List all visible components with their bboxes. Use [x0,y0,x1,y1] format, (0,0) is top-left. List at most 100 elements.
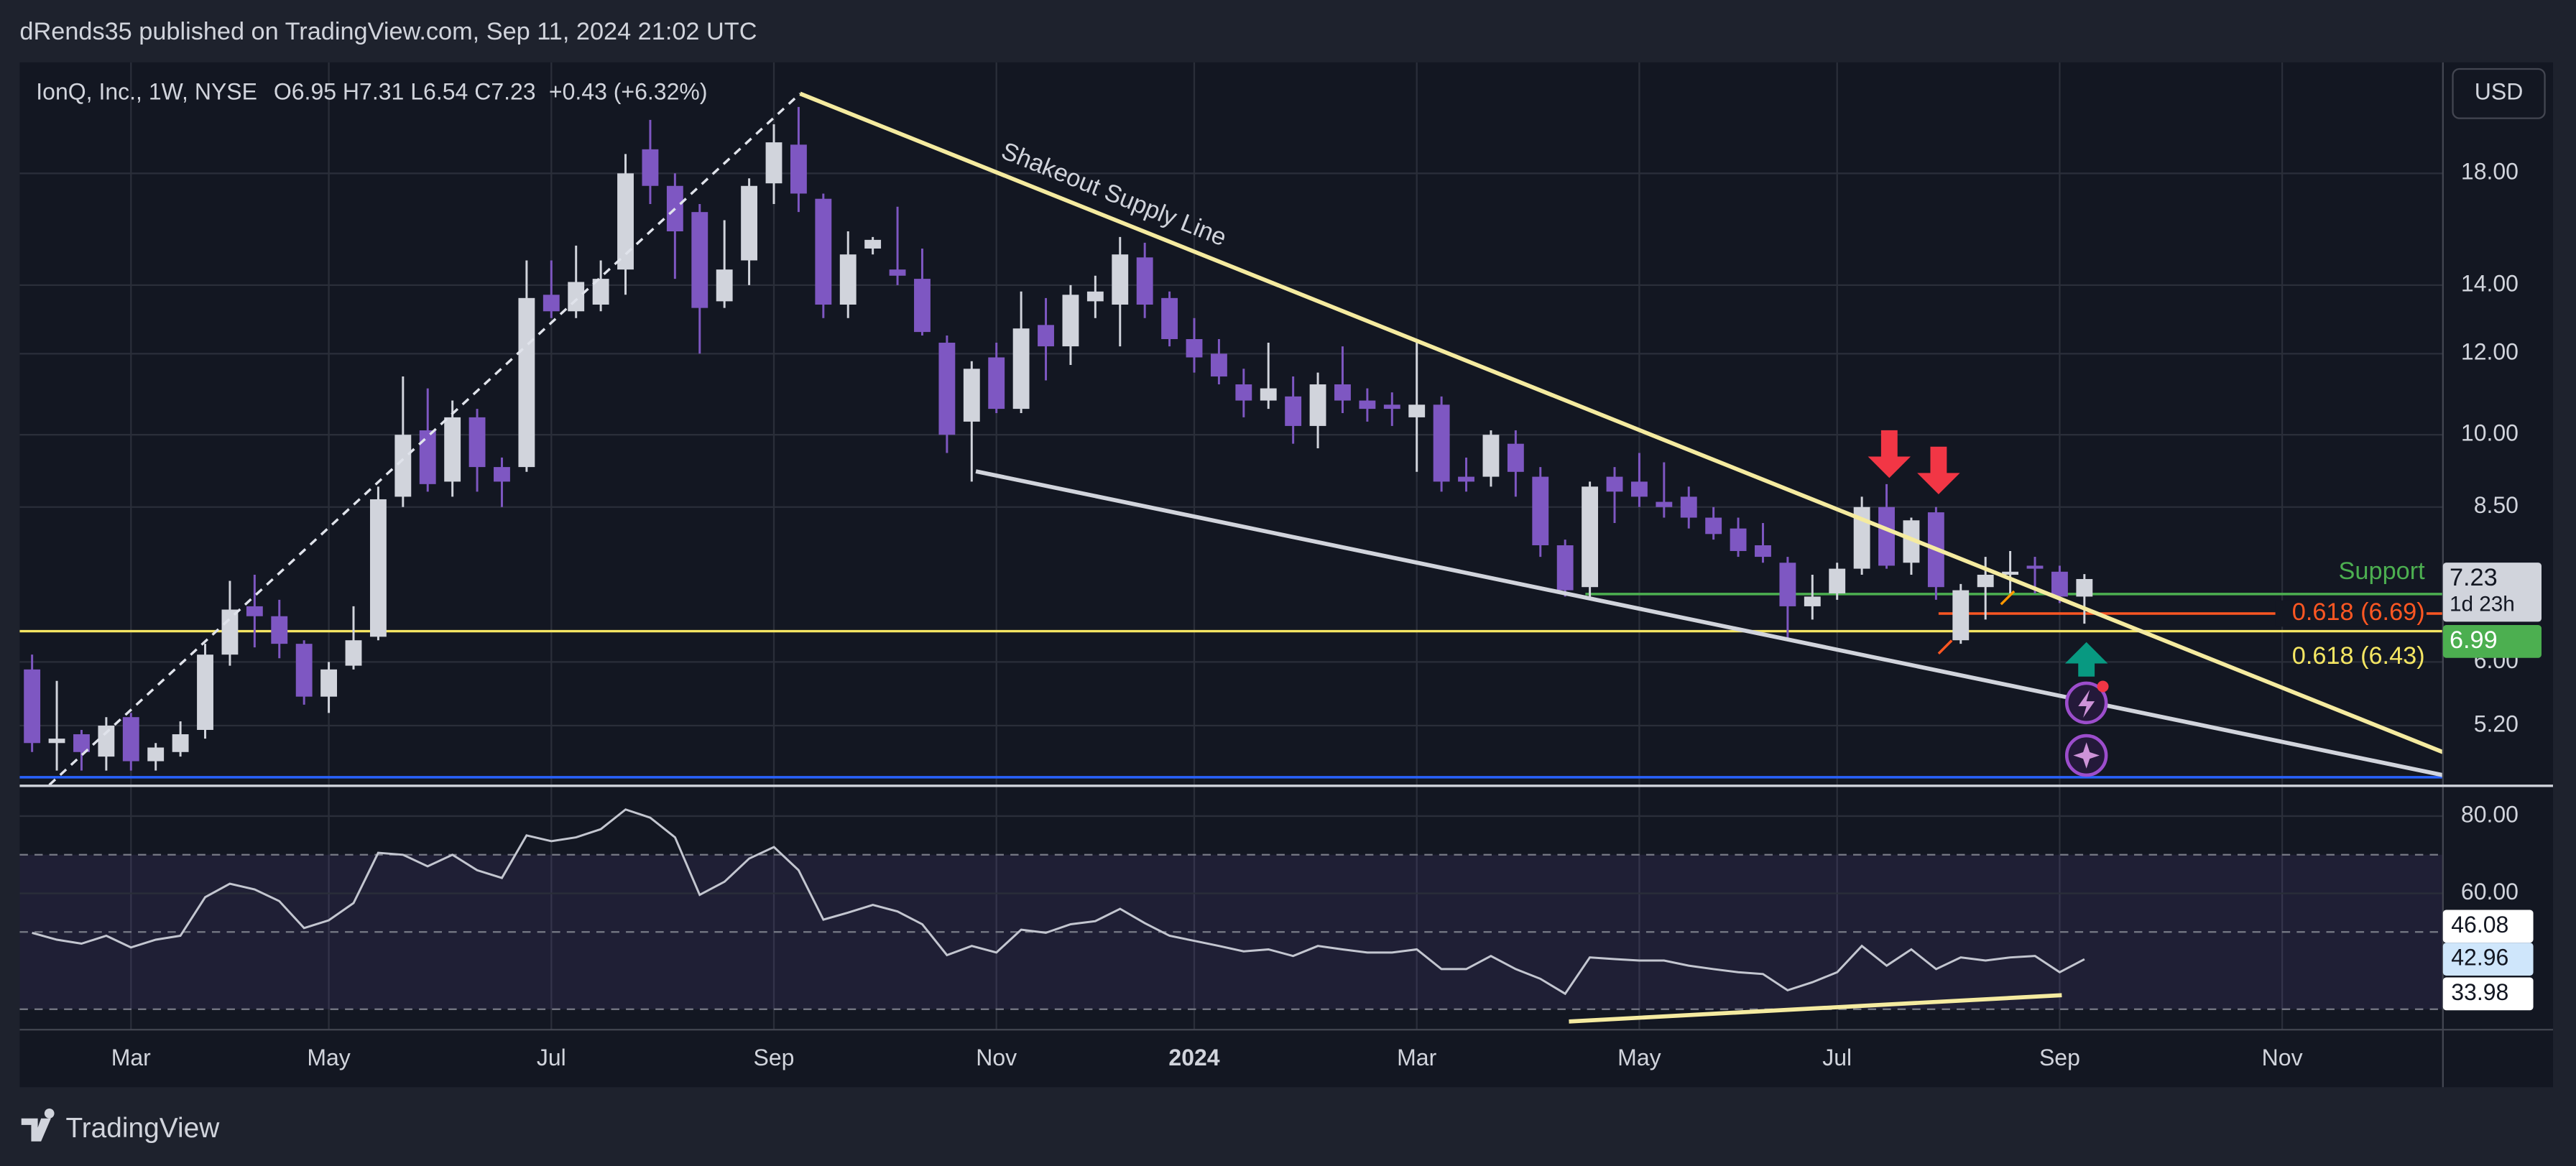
candle-body [1630,481,1648,497]
candle-body [691,212,708,308]
candle-body [1359,400,1376,410]
symbol: IonQ, Inc., 1W, NYSE [36,79,257,105]
candle-body [1012,328,1030,410]
candle-body [543,295,560,312]
marks [19,106,2443,996]
candle-body [864,239,882,249]
candle-body [1532,476,1549,545]
candle-body [963,369,980,422]
candle-body [1235,384,1252,401]
candle-body [1582,486,1599,588]
candle-body [1136,257,1153,305]
candle-body [98,726,115,757]
candle-body [2026,565,2044,569]
candle-body [1755,545,1771,557]
candle-body [1977,575,1994,588]
candle-body [617,173,634,270]
y-tick-label: 5.20 [2474,711,2519,736]
x-tick-label: Mar [1397,1045,1436,1070]
candle-body [369,499,387,637]
rsi-tick-label: 80.00 [2461,801,2519,827]
candle-body [1334,384,1351,401]
candle-body [1656,501,1673,507]
x-tick-label: Jul [1822,1045,1852,1070]
level-label: 0.618 (6.43) [2292,642,2425,670]
candle-body [221,609,239,655]
candle-body [73,734,90,752]
candle-body [1112,254,1129,305]
candle-body [1210,353,1227,377]
arrow-up [2064,642,2108,677]
candle-body [1680,496,1697,518]
x-tick-label: Mar [111,1045,151,1070]
candle-body [1383,404,1400,410]
candle-body [988,357,1005,410]
candle-body [1952,590,1970,641]
rsi-trendline [1569,993,2062,1024]
y-tick-label: 14.00 [2461,270,2519,296]
support-trendline [975,469,2444,777]
x-tick-label: Sep [2039,1045,2080,1070]
level-label: 0.618 (6.69) [2292,598,2425,626]
candle-body [1507,443,1524,472]
rsi-line [32,808,2085,996]
level-label: Support [2339,557,2426,585]
candle-body [592,279,609,305]
y-tick-label: 18.00 [2461,159,2519,185]
candle-body [1433,404,1450,482]
last-price-badge [2442,563,2542,622]
candle-body [1309,384,1326,426]
candle-body [716,269,733,302]
candle-body [2051,571,2068,597]
candle-body [914,279,931,333]
rsi-badge [2442,977,2534,1011]
level-badge-label: 6.99 [2450,626,2498,654]
currency: USD [2475,79,2524,105]
candle-body [48,739,65,744]
rsi-badge-label: 46.08 [2451,912,2508,938]
candle-body [320,669,338,697]
chart-area [19,62,2553,1088]
fib-tick [2000,590,2016,606]
candle-body [394,435,412,497]
candle-body [938,343,956,435]
rsi-badge [2442,943,2534,976]
x-tick-label: May [1617,1045,1661,1070]
level-label-bg [2275,600,2427,627]
x-tick-label: Sep [754,1045,795,1070]
candle-body [568,282,585,312]
candle-body [1038,325,1054,347]
candle-body [518,297,535,468]
currency-box[interactable] [2452,68,2546,119]
supply-line [799,91,2444,754]
rsi-badge-label: 33.98 [2451,979,2508,1005]
candle-body [271,616,288,644]
candle-body [444,417,461,482]
idea-icon-glyph [2073,742,2100,769]
candle-body [815,198,832,305]
brand-logo [21,1108,55,1142]
candle-body [889,269,906,276]
candle-body [172,734,189,752]
alert-icon-glyph [2078,690,2095,718]
candle-body [1779,563,1796,606]
brand: TradingView [65,1113,220,1144]
candle-body [1458,476,1474,482]
arrow-down [1868,430,1911,478]
level-badge [2442,624,2542,658]
candle-body [122,717,139,762]
rsi-tick-label: 60.00 [2461,879,2519,904]
header: dRends35 published on TradingView.com, S… [19,18,757,45]
trend-dashed [48,93,801,786]
last-price: 7.23 [2450,564,2498,591]
candle-body [1062,295,1079,347]
ohlc: O6.95 H7.31 L6.54 C7.23 [274,79,536,105]
candle-body [1482,435,1500,477]
candle-body [419,430,436,484]
candle-body [1556,545,1574,591]
candle-body [24,669,41,744]
candle-body [2002,571,2019,575]
candle-body [1829,568,1846,593]
